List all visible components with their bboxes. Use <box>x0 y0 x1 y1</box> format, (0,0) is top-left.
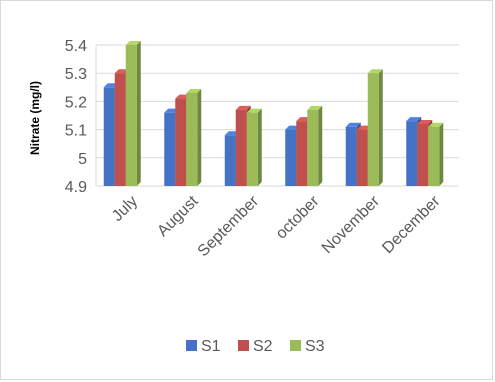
bar-top <box>125 41 141 45</box>
bar-S3-December <box>428 122 444 186</box>
x-tick-label: october <box>273 192 323 242</box>
bar-front <box>164 112 176 186</box>
bar-front <box>296 121 308 186</box>
y-tick-label: 5 <box>78 151 87 168</box>
bar-front <box>356 129 368 186</box>
bar-front <box>246 112 258 186</box>
bar-S3-September <box>246 108 262 186</box>
bar-side <box>318 105 323 186</box>
bar-top <box>406 117 422 122</box>
legend-item-S1: S1 <box>186 338 221 355</box>
bar-S3-July <box>125 41 141 186</box>
bar-front <box>235 109 247 186</box>
y-tick-label: 5.3 <box>65 66 87 83</box>
y-axis-title: Nitrate (mg/l) <box>28 81 42 155</box>
legend-label: S2 <box>253 338 273 355</box>
bar-front <box>103 87 115 186</box>
y-tick-label: 5.1 <box>65 123 87 140</box>
bar-front <box>114 73 126 186</box>
y-tick-label: 5.4 <box>65 38 87 55</box>
x-tick-label: July <box>109 193 141 225</box>
bar-front <box>285 129 297 186</box>
bar-top <box>307 105 323 110</box>
bar-top <box>417 119 433 124</box>
bar-side <box>439 122 444 186</box>
y-tick-label: 5.2 <box>65 94 87 111</box>
bar-side <box>378 69 383 186</box>
legend-swatch <box>238 340 249 351</box>
bar-front <box>175 98 187 186</box>
x-tick-label: December <box>379 192 444 257</box>
bar-top <box>367 69 383 74</box>
bar-front <box>406 121 418 186</box>
bar-top <box>345 122 361 127</box>
legend: S1 S2 S3 <box>186 338 325 355</box>
x-tick-label: August <box>154 192 202 240</box>
bars <box>103 41 444 186</box>
bar-side <box>257 108 262 186</box>
y-tick-label: 4.9 <box>65 179 87 196</box>
bar-front <box>307 109 319 186</box>
bar-S3-August <box>186 88 202 186</box>
bar-front <box>417 123 429 186</box>
bar-front <box>125 45 137 186</box>
legend-swatch <box>290 340 301 351</box>
bar-top <box>246 108 262 113</box>
bar-side <box>136 41 141 186</box>
gridlines <box>95 44 459 187</box>
bar-front <box>367 73 379 186</box>
x-tick-label: November <box>319 192 384 257</box>
legend-item-S3: S3 <box>290 338 325 355</box>
bar-top <box>235 105 251 110</box>
bar-top <box>428 122 444 127</box>
legend-label: S1 <box>201 338 221 355</box>
bar-front <box>186 92 198 186</box>
bar-front <box>428 126 440 186</box>
bar-front <box>224 135 236 186</box>
bar-S3-october <box>307 105 323 186</box>
bar-S3-November <box>367 69 383 186</box>
legend-label: S3 <box>305 338 325 355</box>
y-axis-ticks: 5.4 5.3 5.2 5.1 5 4.9 <box>65 38 87 196</box>
bar-top <box>186 88 202 93</box>
legend-swatch <box>186 340 197 351</box>
bar-front <box>345 126 357 186</box>
x-tick-label: September <box>195 192 263 260</box>
legend-item-S2: S2 <box>238 338 273 355</box>
bar-side <box>197 88 202 186</box>
